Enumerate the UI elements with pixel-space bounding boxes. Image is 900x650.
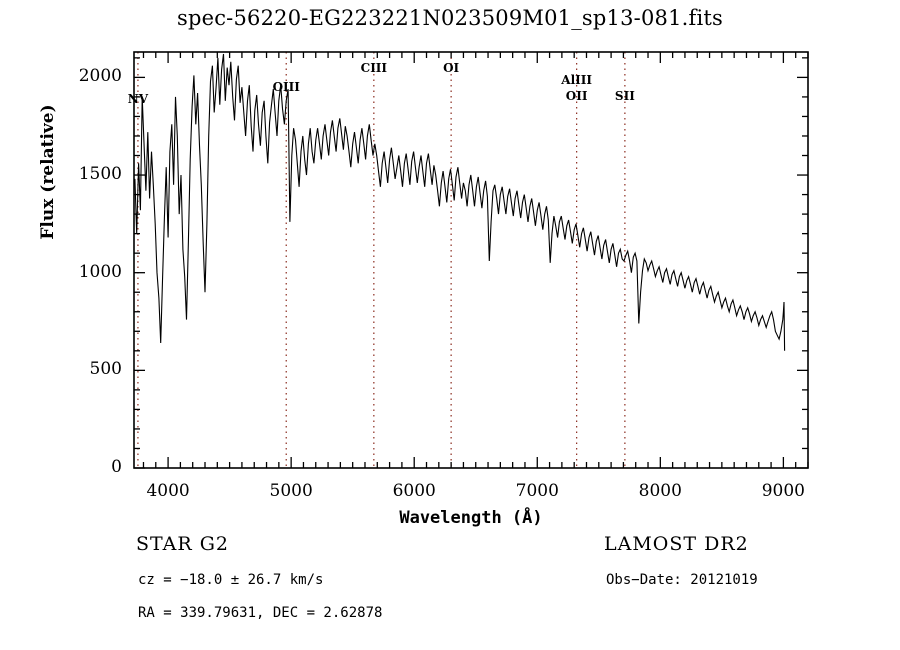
line-label-oi: OI — [443, 61, 460, 75]
y-tick-label-1: 500 — [89, 359, 122, 380]
x-axis-label: Wavelength (Å) — [399, 508, 543, 528]
line-label-sii: SII — [614, 89, 635, 103]
redshift-velocity: cz = −18.0 ± 26.7 km/s — [138, 572, 324, 588]
y-tick-label-3: 1500 — [78, 164, 122, 185]
line-label-oiii: OIII — [272, 80, 300, 94]
y-tick-label-0: 0 — [111, 457, 122, 477]
line-label-ciii: CIII — [360, 61, 388, 75]
line-label-aliii: AlIII — [561, 73, 592, 87]
y-tick-label-4: 2000 — [78, 66, 122, 87]
y-tick-label-2: 1000 — [78, 261, 122, 282]
line-marker-group — [137, 52, 626, 468]
spectrum-trace — [134, 53, 786, 351]
axis-frame — [133, 51, 809, 469]
line-label-nv: NV — [127, 92, 149, 106]
x-tick-label-2: 6000 — [392, 481, 436, 501]
survey-name: LAMOST DR2 — [604, 533, 749, 555]
coordinates: RA = 339.79631, DEC = 2.62878 — [138, 605, 383, 621]
x-tick-label-3: 7000 — [515, 481, 559, 501]
observation-date: Obs−Date: 20121019 — [606, 572, 758, 588]
x-tick-label-4: 8000 — [638, 481, 682, 501]
x-tick-label-0: 4000 — [146, 481, 190, 501]
line-label-oii: OII — [565, 89, 588, 103]
x-tick-label-1: 5000 — [269, 481, 313, 501]
x-tick-label-5: 9000 — [761, 481, 805, 501]
object-class: STAR G2 — [136, 533, 229, 555]
page-title: spec-56220-EG223221N023509M01_sp13-081.f… — [176, 6, 724, 30]
